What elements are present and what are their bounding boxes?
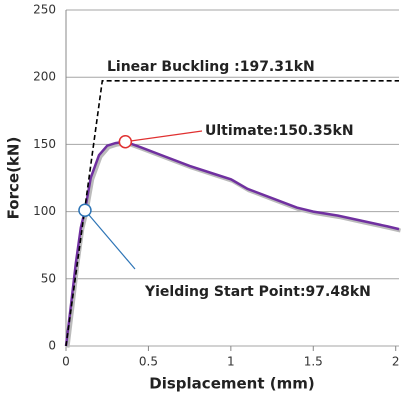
y-tick-label: 200 xyxy=(33,70,56,84)
annotation-text: Yielding Start Point:97.48kN xyxy=(144,284,371,300)
line-shadow xyxy=(65,141,401,348)
annotation-text: Ultimate:150.35kN xyxy=(205,123,354,139)
annotation-pointer xyxy=(125,130,203,143)
data-line xyxy=(64,140,400,347)
y-tick-label: 50 xyxy=(41,271,56,285)
annotation-pointer xyxy=(84,209,136,270)
y-tick-label: 0 xyxy=(48,339,56,353)
y-tick-label: 100 xyxy=(33,204,56,218)
reference-line xyxy=(65,80,399,347)
x-tick-label: 0.5 xyxy=(139,355,158,369)
x-axis-title: Displacement (mm) xyxy=(149,375,314,393)
annotation-text: Linear Buckling :197.31kN xyxy=(107,59,315,75)
y-axis-title: Force(kN) xyxy=(5,137,23,220)
x-tick-label: 0 xyxy=(62,355,70,369)
annotation-marker xyxy=(78,203,92,218)
y-tick-label: 150 xyxy=(33,137,56,151)
x-tick-label: 1 xyxy=(227,355,235,369)
y-tick-label: 250 xyxy=(33,3,56,17)
x-tick-label: 2 xyxy=(392,355,400,369)
x-tick-label: 1.5 xyxy=(304,355,323,369)
annotation-marker xyxy=(118,134,133,149)
